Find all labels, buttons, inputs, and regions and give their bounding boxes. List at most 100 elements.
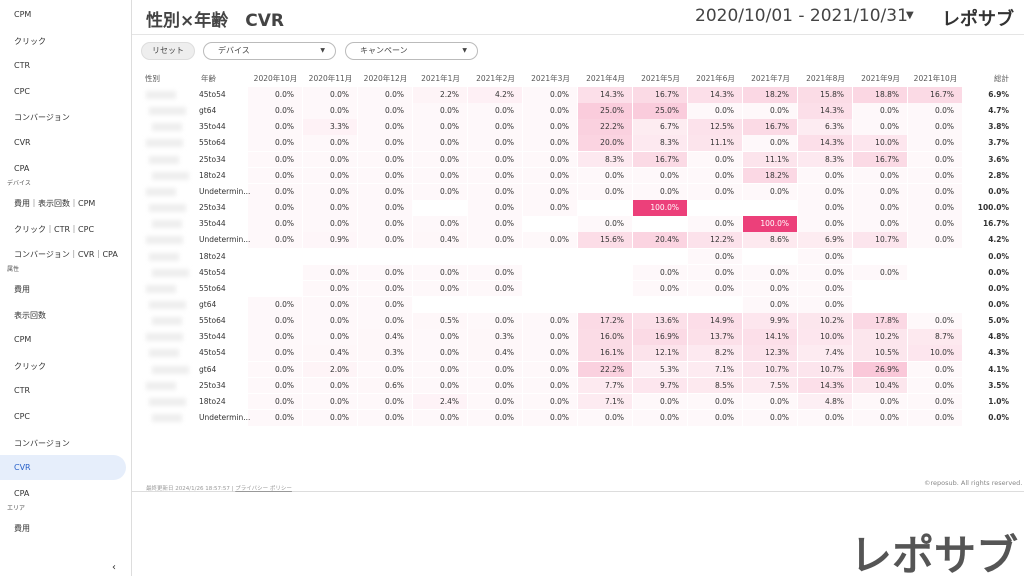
blurred-gender <box>152 220 182 229</box>
value-cell: 0.0% <box>358 103 412 119</box>
value-cell: 0.4% <box>468 345 522 362</box>
privacy-link[interactable]: プライバシー ポリシー <box>235 486 292 492</box>
value-cell: 0.0% <box>248 216 302 232</box>
value-cell: 0.0% <box>743 296 797 313</box>
value-cell: 2.4% <box>413 393 467 410</box>
nav-item[interactable]: コンバージョン <box>14 113 70 123</box>
column-header: 2020年11月 <box>308 74 353 83</box>
nav-item[interactable]: 費用 <box>14 524 30 534</box>
dropdown-label: デバイス <box>218 46 250 55</box>
value-cell: 0.0% <box>853 216 907 232</box>
nav-item[interactable]: コンバージョン <box>14 438 70 448</box>
value-cell: 0.0% <box>248 361 302 378</box>
value-cell: 10.0% <box>908 345 962 362</box>
value-cell: 0.0% <box>523 410 577 426</box>
value-cell: 0.0% <box>468 232 522 248</box>
value-cell: 0.0% <box>303 183 357 200</box>
total-cell: 16.7% <box>982 219 1009 229</box>
collapse-button[interactable]: ‹ <box>112 562 116 573</box>
age-cell: gt64 <box>199 364 217 374</box>
column-header: 2021年10月 <box>913 74 958 83</box>
nav-item[interactable]: CVR <box>14 138 31 147</box>
column-header: 2021年5月 <box>641 74 680 83</box>
value-cell: 0.0% <box>303 410 357 426</box>
date-range[interactable]: 2020/10/01 - 2021/10/31 <box>695 6 908 26</box>
value-cell: 0.0% <box>523 183 577 200</box>
value-cell: 0.0% <box>468 167 522 184</box>
value-cell: 0.0% <box>523 313 577 329</box>
age-cell: gt64 <box>199 106 217 116</box>
age-cell: Undetermin... <box>199 413 251 422</box>
value-cell: 0.0% <box>853 200 907 216</box>
value-cell: 0.0% <box>358 119 412 135</box>
value-cell: 0.0% <box>688 183 742 200</box>
value-cell: 0.0% <box>303 377 357 394</box>
nav-item[interactable]: CVR <box>14 463 31 473</box>
value-cell: 0.0% <box>633 280 687 297</box>
value-cell: 0.0% <box>523 361 577 378</box>
value-cell: 0.0% <box>468 393 522 410</box>
reset-button[interactable]: リセット <box>141 42 195 60</box>
value-cell: 0.0% <box>468 377 522 394</box>
nav-item[interactable]: CPC <box>14 86 30 96</box>
nav-item[interactable]: CPC <box>14 412 30 421</box>
nav-item[interactable]: 表示回数 <box>14 310 46 320</box>
nav-item[interactable]: CPA <box>14 163 30 173</box>
column-header: 2021年2月 <box>476 74 515 83</box>
value-cell: 0.0% <box>358 296 412 313</box>
value-cell: 0.0% <box>468 280 522 297</box>
footer-rule <box>132 491 1024 492</box>
value-cell: 0.0% <box>688 167 742 184</box>
last-updated: 最終更新日 2024/1/26 18:57:57 <box>146 486 230 492</box>
total-cell: 4.8% <box>988 332 1009 342</box>
value-cell: 0.0% <box>413 329 467 345</box>
nav-item[interactable]: クリック <box>14 361 46 371</box>
value-cell: 0.0% <box>523 393 577 410</box>
value-cell: 14.3% <box>578 87 632 103</box>
nav-item[interactable]: CPM <box>14 10 32 19</box>
value-cell: 18.2% <box>743 167 797 184</box>
value-cell: 13.6% <box>633 313 687 329</box>
value-cell: 100.0% <box>743 216 797 232</box>
value-cell: 18.8% <box>853 87 907 103</box>
nav-item[interactable]: クリック <box>14 36 46 46</box>
column-header: 2020年10月 <box>253 74 298 83</box>
value-cell: 0.0% <box>468 200 522 216</box>
campaign-dropdown[interactable]: キャンペーン ▼ <box>345 42 478 60</box>
column-header: 2021年7月 <box>751 74 790 83</box>
value-cell: 14.9% <box>688 313 742 329</box>
value-cell: 0.0% <box>248 200 302 216</box>
value-cell: 0.0% <box>688 410 742 426</box>
value-cell: 0.0% <box>248 103 302 119</box>
value-cell: 0.0% <box>798 167 852 184</box>
total-cell: 0.0% <box>988 299 1009 309</box>
value-cell: 0.0% <box>468 313 522 329</box>
nav-item[interactable]: CPA <box>14 488 30 498</box>
value-cell: 22.2% <box>578 119 632 135</box>
age-cell: 25to34 <box>199 380 226 390</box>
value-cell: 0.0% <box>743 410 797 426</box>
nav-item[interactable]: 費用 <box>14 285 30 294</box>
value-cell: 0.0% <box>523 232 577 248</box>
value-cell: 5.3% <box>633 361 687 378</box>
value-cell: 25.0% <box>578 103 632 119</box>
column-header: 2021年3月 <box>531 74 570 83</box>
value-cell: 0.0% <box>743 135 797 152</box>
brand-logo[interactable]: レポサブ <box>942 9 1014 30</box>
value-cell: 0.0% <box>908 216 962 232</box>
value-cell: 0.0% <box>523 87 577 103</box>
nav-item[interactable]: CTR <box>14 386 31 396</box>
value-cell: 0.0% <box>908 151 962 168</box>
nav-item[interactable]: コンバージョン｜CVR｜CPA <box>14 250 118 260</box>
nav-item[interactable]: CTR <box>14 61 31 71</box>
value-cell: 14.3% <box>798 377 852 394</box>
nav-item[interactable]: 費用｜表示回数｜CPM <box>14 199 96 209</box>
device-dropdown[interactable]: デバイス ▼ <box>203 42 336 60</box>
value-cell: 3.3% <box>303 119 357 135</box>
value-cell: 0.0% <box>798 248 852 265</box>
nav-item[interactable]: CPM <box>14 335 32 345</box>
value-cell: 0.0% <box>358 361 412 378</box>
date-caret[interactable]: ▼ <box>906 10 914 21</box>
nav-item[interactable]: クリック｜CTR｜CPC <box>14 224 95 234</box>
